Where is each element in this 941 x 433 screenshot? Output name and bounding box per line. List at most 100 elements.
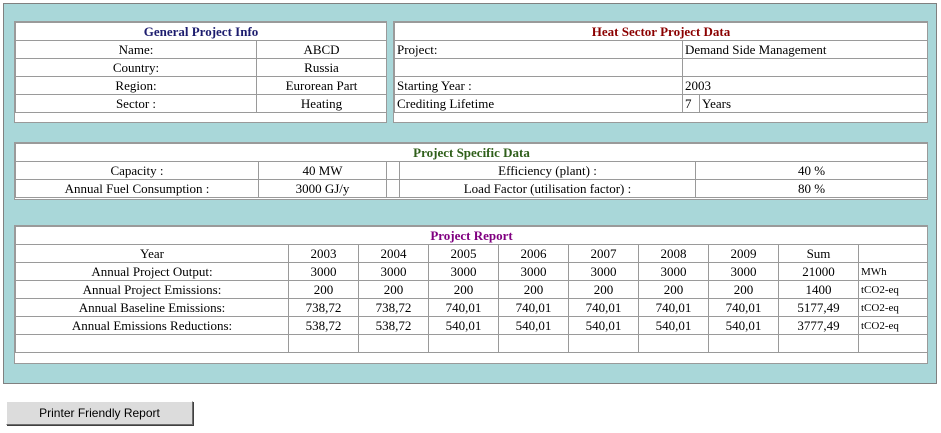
- value-cell: [288, 334, 359, 353]
- value-cell: 21000: [778, 262, 859, 281]
- unit-cell: [857, 334, 929, 353]
- starting-year-value: 2003: [681, 76, 929, 95]
- value-cell: 3000: [288, 262, 359, 281]
- capacity-value: 40 MW: [258, 161, 387, 180]
- value-cell: 738,72: [288, 298, 359, 317]
- value-cell: 3000: [358, 262, 429, 281]
- project-report-panel: Project Report Year 2003 2004 2005 2006 2007 2…: [14, 225, 929, 364]
- project-specific-table: Project Specific Data Capacity : 40 MW E…: [15, 143, 928, 198]
- fuel-consumption-label: Annual Fuel Consumption :: [15, 179, 259, 198]
- project-report-title: Project Report: [14, 226, 929, 245]
- table-row: Region: Eurorean Part: [15, 76, 387, 95]
- value-cell: 740,01: [708, 298, 779, 317]
- value-cell: 3000: [428, 262, 499, 281]
- heat-sector-table: Heat Sector Project Data Project: Demand…: [393, 22, 929, 113]
- printer-friendly-report-button[interactable]: Printer Friendly Report: [6, 401, 193, 425]
- value-cell: 200: [358, 280, 429, 299]
- name-value: ABCD: [256, 40, 387, 59]
- value-cell: 200: [288, 280, 359, 299]
- table-row: [394, 58, 929, 77]
- unit-cell: tCO2-eq: [857, 280, 929, 299]
- project-report-table: Project Report Year 2003 2004 2005 2006 2007 2…: [14, 226, 929, 353]
- table-row: Crediting Lifetime 7 Years: [394, 94, 929, 113]
- value-cell: [568, 334, 639, 353]
- unit-cell: MWh: [857, 262, 929, 281]
- value-cell: 538,72: [288, 316, 359, 335]
- table-row: Annual Project Output: 3000 3000 3000 3000 30…: [15, 262, 929, 281]
- efficiency-label: Efficiency (plant) :: [399, 161, 696, 180]
- table-row: Annual Fuel Consumption : 3000 GJ/y Load…: [15, 179, 928, 198]
- table-row: Project: Demand Side Management: [394, 40, 929, 59]
- sector-label: Sector :: [15, 94, 257, 113]
- country-value: Russia: [256, 58, 387, 77]
- general-info-table: General Project Info Name: ABCD Country:…: [15, 22, 387, 113]
- value-cell: 200: [708, 280, 779, 299]
- value-cell: 2005: [428, 244, 499, 263]
- unit-cell: tCO2-eq: [857, 298, 929, 317]
- value-cell: 540,01: [638, 316, 709, 335]
- value-cell: [638, 334, 709, 353]
- general-info-panel: General Project Info Name: ABCD Country:…: [14, 21, 387, 123]
- project-value: Demand Side Management: [681, 40, 929, 59]
- crediting-lifetime-label: Crediting Lifetime: [394, 94, 683, 113]
- efficiency-value: 40 %: [695, 161, 928, 180]
- report-header-row: Year 2003 2004 2005 2006 2007 2008 2009 Sum: [15, 244, 929, 263]
- row-label: Annual Project Emissions:: [15, 280, 289, 299]
- project-specific-title: Project Specific Data: [15, 143, 928, 162]
- value-cell: 540,01: [708, 316, 779, 335]
- spacer-cell: [386, 179, 400, 198]
- value-cell: [428, 334, 499, 353]
- table-row: Annual Project Emissions: 200 200 200 200 200…: [15, 280, 929, 299]
- value-cell: 200: [568, 280, 639, 299]
- row-label: Year: [15, 244, 289, 263]
- value-cell: 740,01: [638, 298, 709, 317]
- value-cell: 2003: [288, 244, 359, 263]
- unit-cell: tCO2-eq: [857, 316, 929, 335]
- value-cell: [358, 334, 429, 353]
- table-row: Sector : Heating: [15, 94, 387, 113]
- value-cell: 3777,49: [778, 316, 859, 335]
- value-cell: 740,01: [428, 298, 499, 317]
- table-row: Country: Russia: [15, 58, 387, 77]
- load-factor-value: 80 %: [695, 179, 928, 198]
- spacer-cell: [386, 161, 400, 180]
- row-label: [15, 334, 289, 353]
- country-label: Country:: [15, 58, 257, 77]
- table-row: Starting Year : 2003: [394, 76, 929, 95]
- value-cell: 200: [638, 280, 709, 299]
- table-row: Name: ABCD: [15, 40, 387, 59]
- value-cell: 3000: [498, 262, 569, 281]
- value-cell: [498, 334, 569, 353]
- project-specific-panel: Project Specific Data Capacity : 40 MW E…: [14, 142, 928, 200]
- value-cell: 740,01: [498, 298, 569, 317]
- name-label: Name:: [15, 40, 257, 59]
- value-cell: 200: [428, 280, 499, 299]
- project-form-frame: General Project Info Name: ABCD Country:…: [3, 3, 937, 384]
- blank-label: [394, 58, 683, 77]
- value-cell: [778, 334, 859, 353]
- table-row: [15, 334, 929, 353]
- general-info-title: General Project Info: [15, 22, 387, 41]
- row-label: Annual Project Output:: [15, 262, 289, 281]
- value-cell: 740,01: [568, 298, 639, 317]
- value-cell: 5177,49: [778, 298, 859, 317]
- blank-value: [681, 58, 929, 77]
- value-cell: 1400: [778, 280, 859, 299]
- load-factor-label: Load Factor (utilisation factor) :: [399, 179, 696, 198]
- heat-sector-panel: Heat Sector Project Data Project: Demand…: [393, 21, 929, 123]
- value-cell: 3000: [708, 262, 779, 281]
- value-cell: 2004: [358, 244, 429, 263]
- crediting-lifetime-value: 7: [682, 94, 700, 113]
- row-label: Annual Baseline Emissions:: [15, 298, 289, 317]
- value-cell: 540,01: [498, 316, 569, 335]
- crediting-lifetime-unit: Years: [698, 94, 929, 113]
- row-label: Annual Emissions Reductions:: [15, 316, 289, 335]
- value-cell: 3000: [638, 262, 709, 281]
- value-cell: 2008: [638, 244, 709, 263]
- region-value: Eurorean Part: [256, 76, 387, 95]
- value-cell: 2006: [498, 244, 569, 263]
- project-label: Project:: [394, 40, 683, 59]
- region-label: Region:: [15, 76, 257, 95]
- value-cell: 2009: [708, 244, 779, 263]
- unit-cell: [857, 244, 929, 263]
